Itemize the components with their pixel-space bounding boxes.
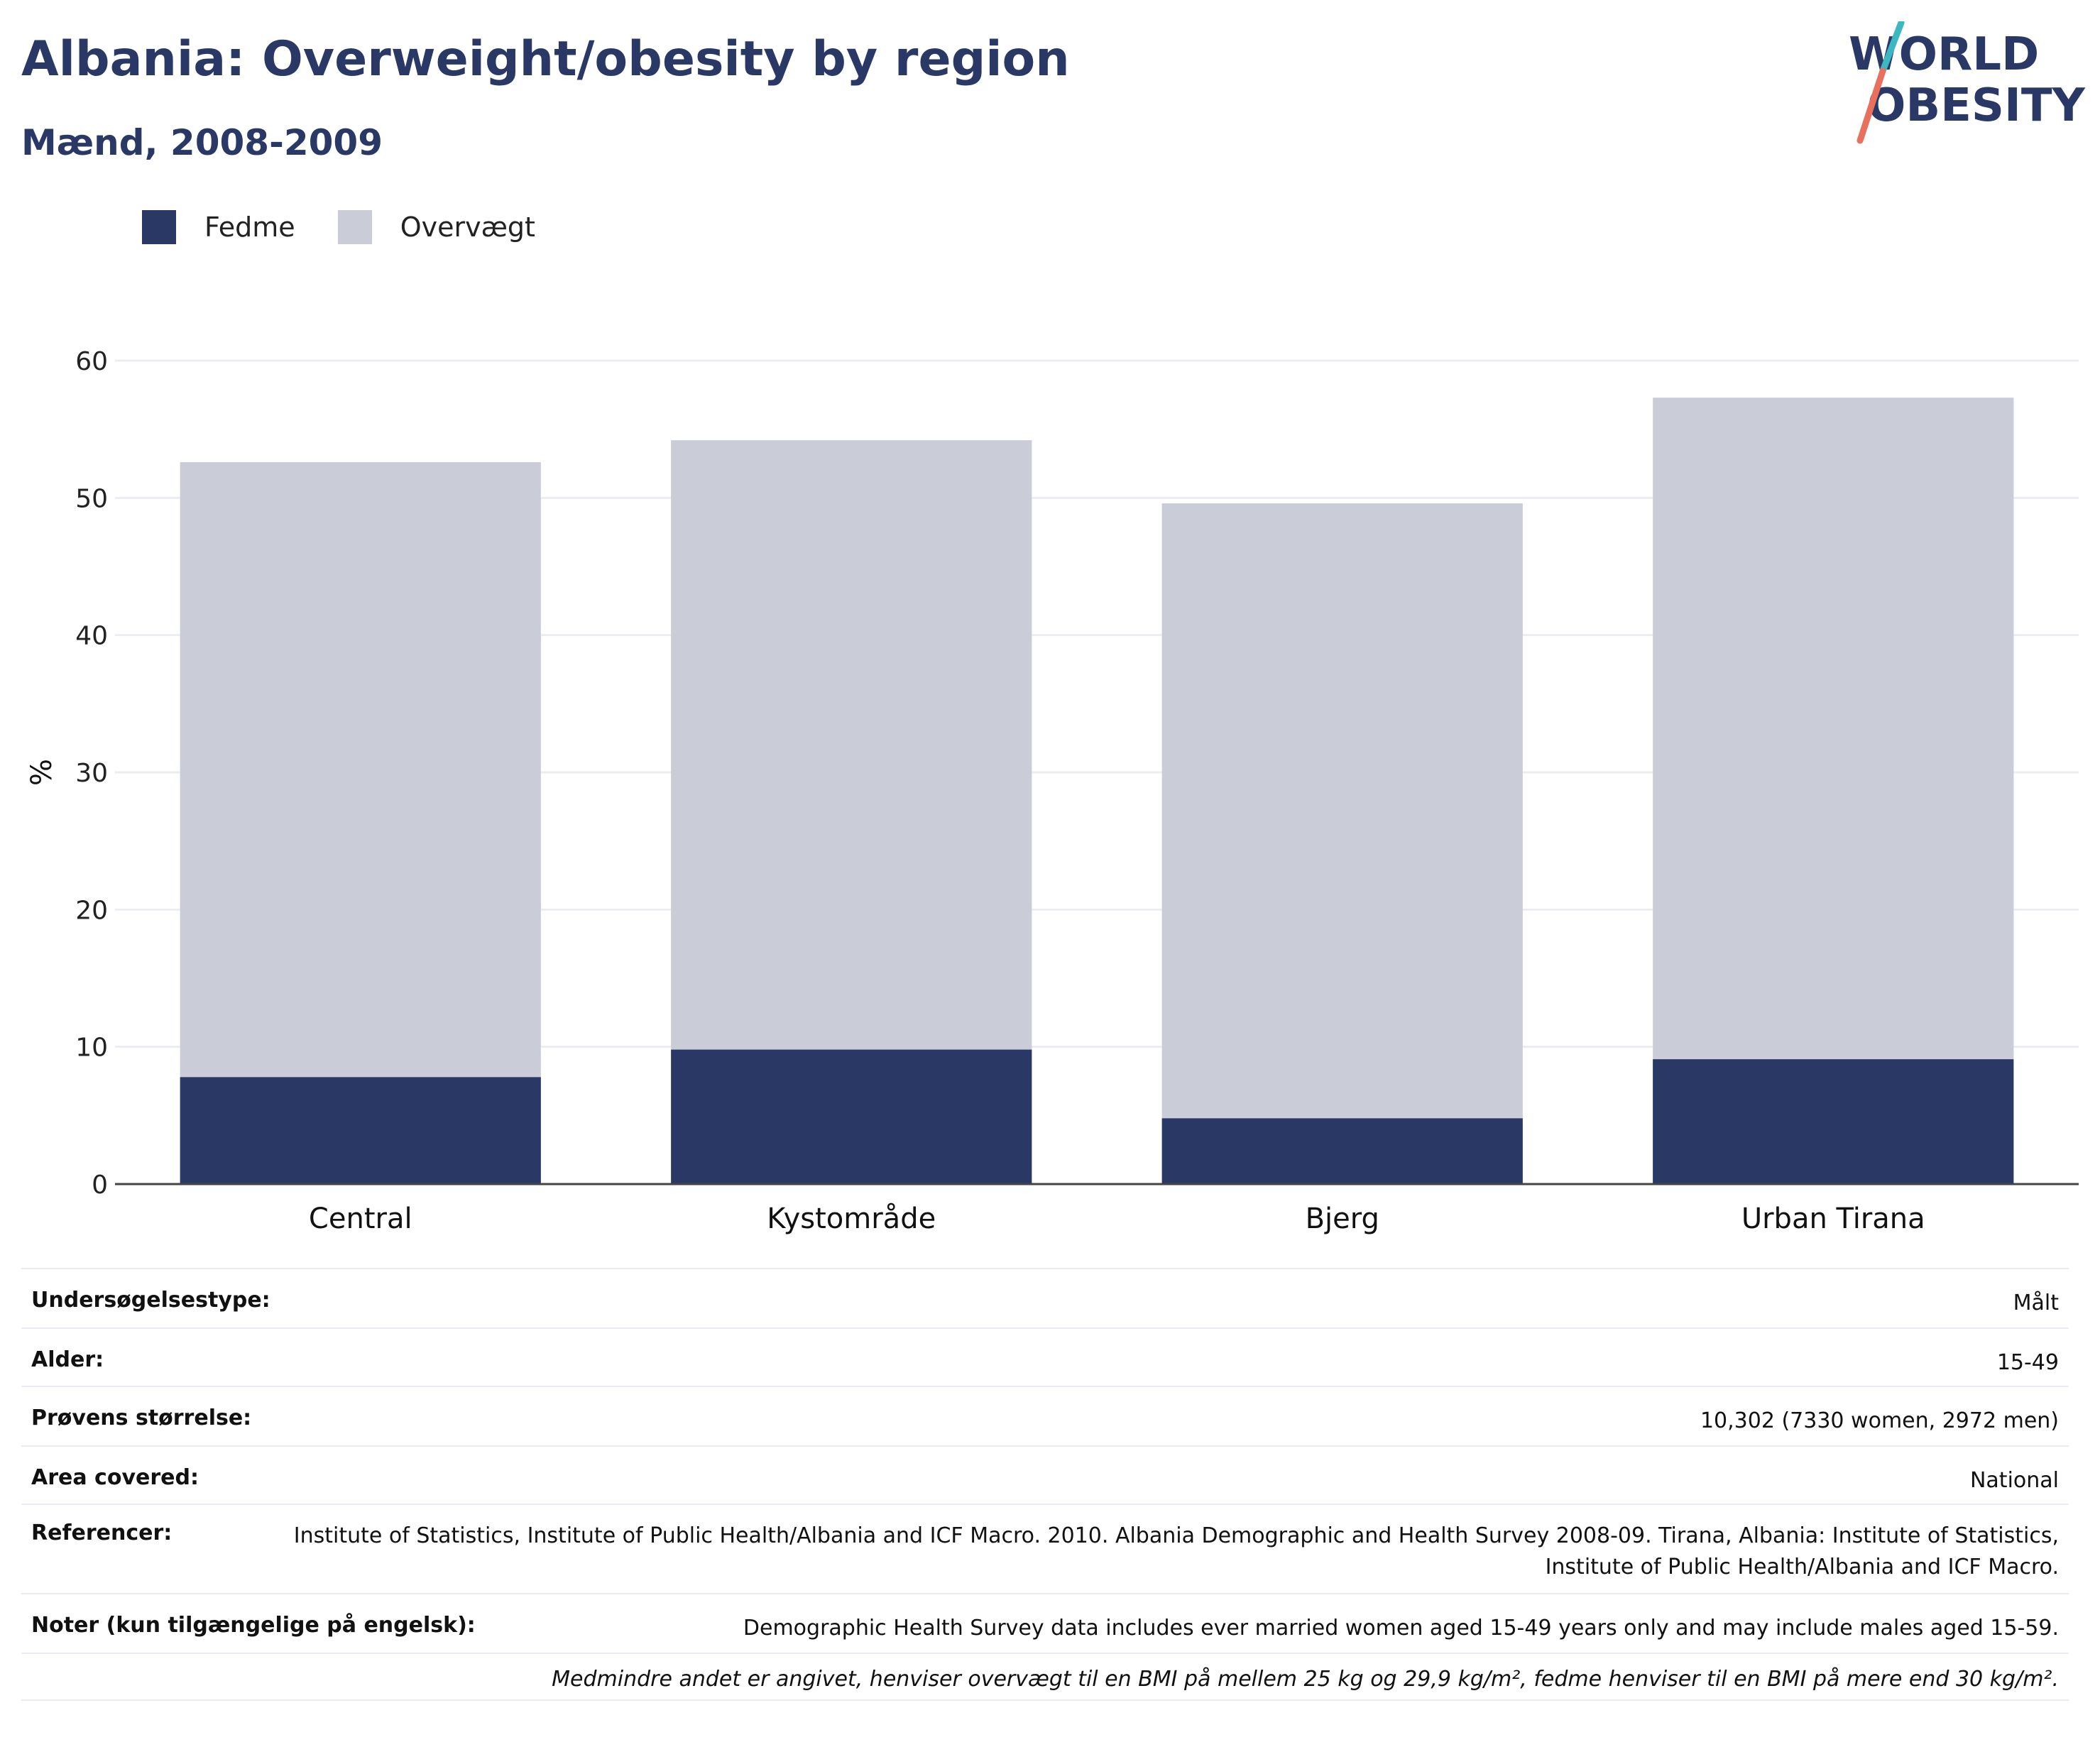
x-category-label: Bjerg — [1306, 1203, 1379, 1235]
survey-info-table: Undersøgelsestype: Målt Alder: 15-49 Prø… — [21, 1268, 2069, 1701]
info-row-references: Referencer: Institute of Statistics, Ins… — [21, 1504, 2069, 1593]
y-tick-label: 50 — [75, 484, 108, 513]
stacked-bar-chart: 0 10 20 30 40 50 60 Central Kystområde Bjerg Urba… — [26, 347, 2079, 1235]
world-obesity-logo: WORLD OBESITY — [1849, 21, 2085, 144]
info-value: Institute of Statistics, Institute of Pu… — [293, 1523, 2059, 1579]
info-value: National — [1969, 1468, 2059, 1493]
bmi-footnote: Medmindre andet er angivet, henviser ove… — [552, 1667, 2059, 1692]
svg-text:WORLD: WORLD — [1849, 28, 2039, 81]
info-row-footnote: Medmindre andet er angivet, henviser ove… — [21, 1653, 2069, 1701]
bar-overvægt-central[interactable] — [180, 462, 541, 1078]
legend-item-fedme[interactable]: Fedme — [142, 210, 295, 244]
bar-overvægt-urban-tirana[interactable] — [1653, 398, 2014, 1060]
bar-overvægt-bjerg[interactable] — [1161, 503, 1523, 1119]
info-key: Area covered: — [31, 1465, 199, 1490]
legend-label-fedme: Fedme — [204, 212, 295, 243]
chart-subtitle: Mænd, 2008-2009 — [21, 122, 383, 163]
chart-legend: Fedme Overvægt — [142, 210, 578, 244]
y-tick-label: 60 — [75, 347, 108, 376]
info-key: Referencer: — [31, 1521, 173, 1545]
y-axis-ticks: 0 10 20 30 40 50 60 — [75, 347, 108, 1200]
y-tick-label: 20 — [75, 896, 108, 925]
info-row-survey-type: Undersøgelsestype: Målt — [21, 1268, 2069, 1327]
chart-title: Albania: Overweight/obesity by region — [21, 31, 1070, 87]
info-value: 15-49 — [1996, 1350, 2059, 1375]
x-category-label: Urban Tirana — [1741, 1203, 1925, 1235]
x-category-label: Central — [309, 1203, 412, 1235]
bar-fedme-kystområde[interactable] — [671, 1049, 1032, 1184]
x-category-label: Kystområde — [767, 1203, 936, 1235]
info-value: 10,302 (7330 women, 2972 men) — [1700, 1408, 2059, 1433]
y-axis-label: % — [26, 759, 58, 786]
info-key: Alder: — [31, 1347, 104, 1372]
info-key: Undersøgelsestype: — [31, 1288, 270, 1313]
info-row-sample-size: Prøvens størrelse: 10,302 (7330 women, 2… — [21, 1386, 2069, 1445]
info-key: Noter (kun tilgængelige på engelsk): — [31, 1613, 476, 1638]
legend-label-overvaegt: Overvægt — [400, 212, 535, 243]
y-tick-label: 30 — [75, 759, 108, 788]
svg-text:OBESITY: OBESITY — [1867, 80, 2085, 132]
bar-fedme-urban-tirana[interactable] — [1653, 1059, 2014, 1184]
y-tick-label: 40 — [75, 622, 108, 651]
legend-swatch-overvaegt — [337, 210, 372, 244]
info-row-age: Alder: 15-49 — [21, 1327, 2069, 1386]
legend-item-overvaegt[interactable]: Overvægt — [337, 210, 535, 244]
info-row-notes: Noter (kun tilgængelige på engelsk): Dem… — [21, 1593, 2069, 1653]
legend-swatch-fedme — [142, 210, 176, 244]
y-tick-label: 0 — [92, 1171, 108, 1200]
bar-overvægt-kystområde[interactable] — [671, 440, 1032, 1050]
bar-fedme-central[interactable] — [180, 1077, 541, 1184]
info-value: Målt — [2013, 1291, 2059, 1315]
info-row-area-covered: Area covered: National — [21, 1445, 2069, 1504]
bar-fedme-bjerg[interactable] — [1161, 1118, 1523, 1184]
info-key: Prøvens størrelse: — [31, 1406, 252, 1430]
x-axis-labels: Central Kystområde Bjerg Urban Tirana — [309, 1203, 1925, 1235]
y-tick-label: 10 — [75, 1034, 108, 1063]
bars — [180, 398, 2014, 1184]
info-value: Demographic Health Survey data includes … — [743, 1616, 2059, 1641]
